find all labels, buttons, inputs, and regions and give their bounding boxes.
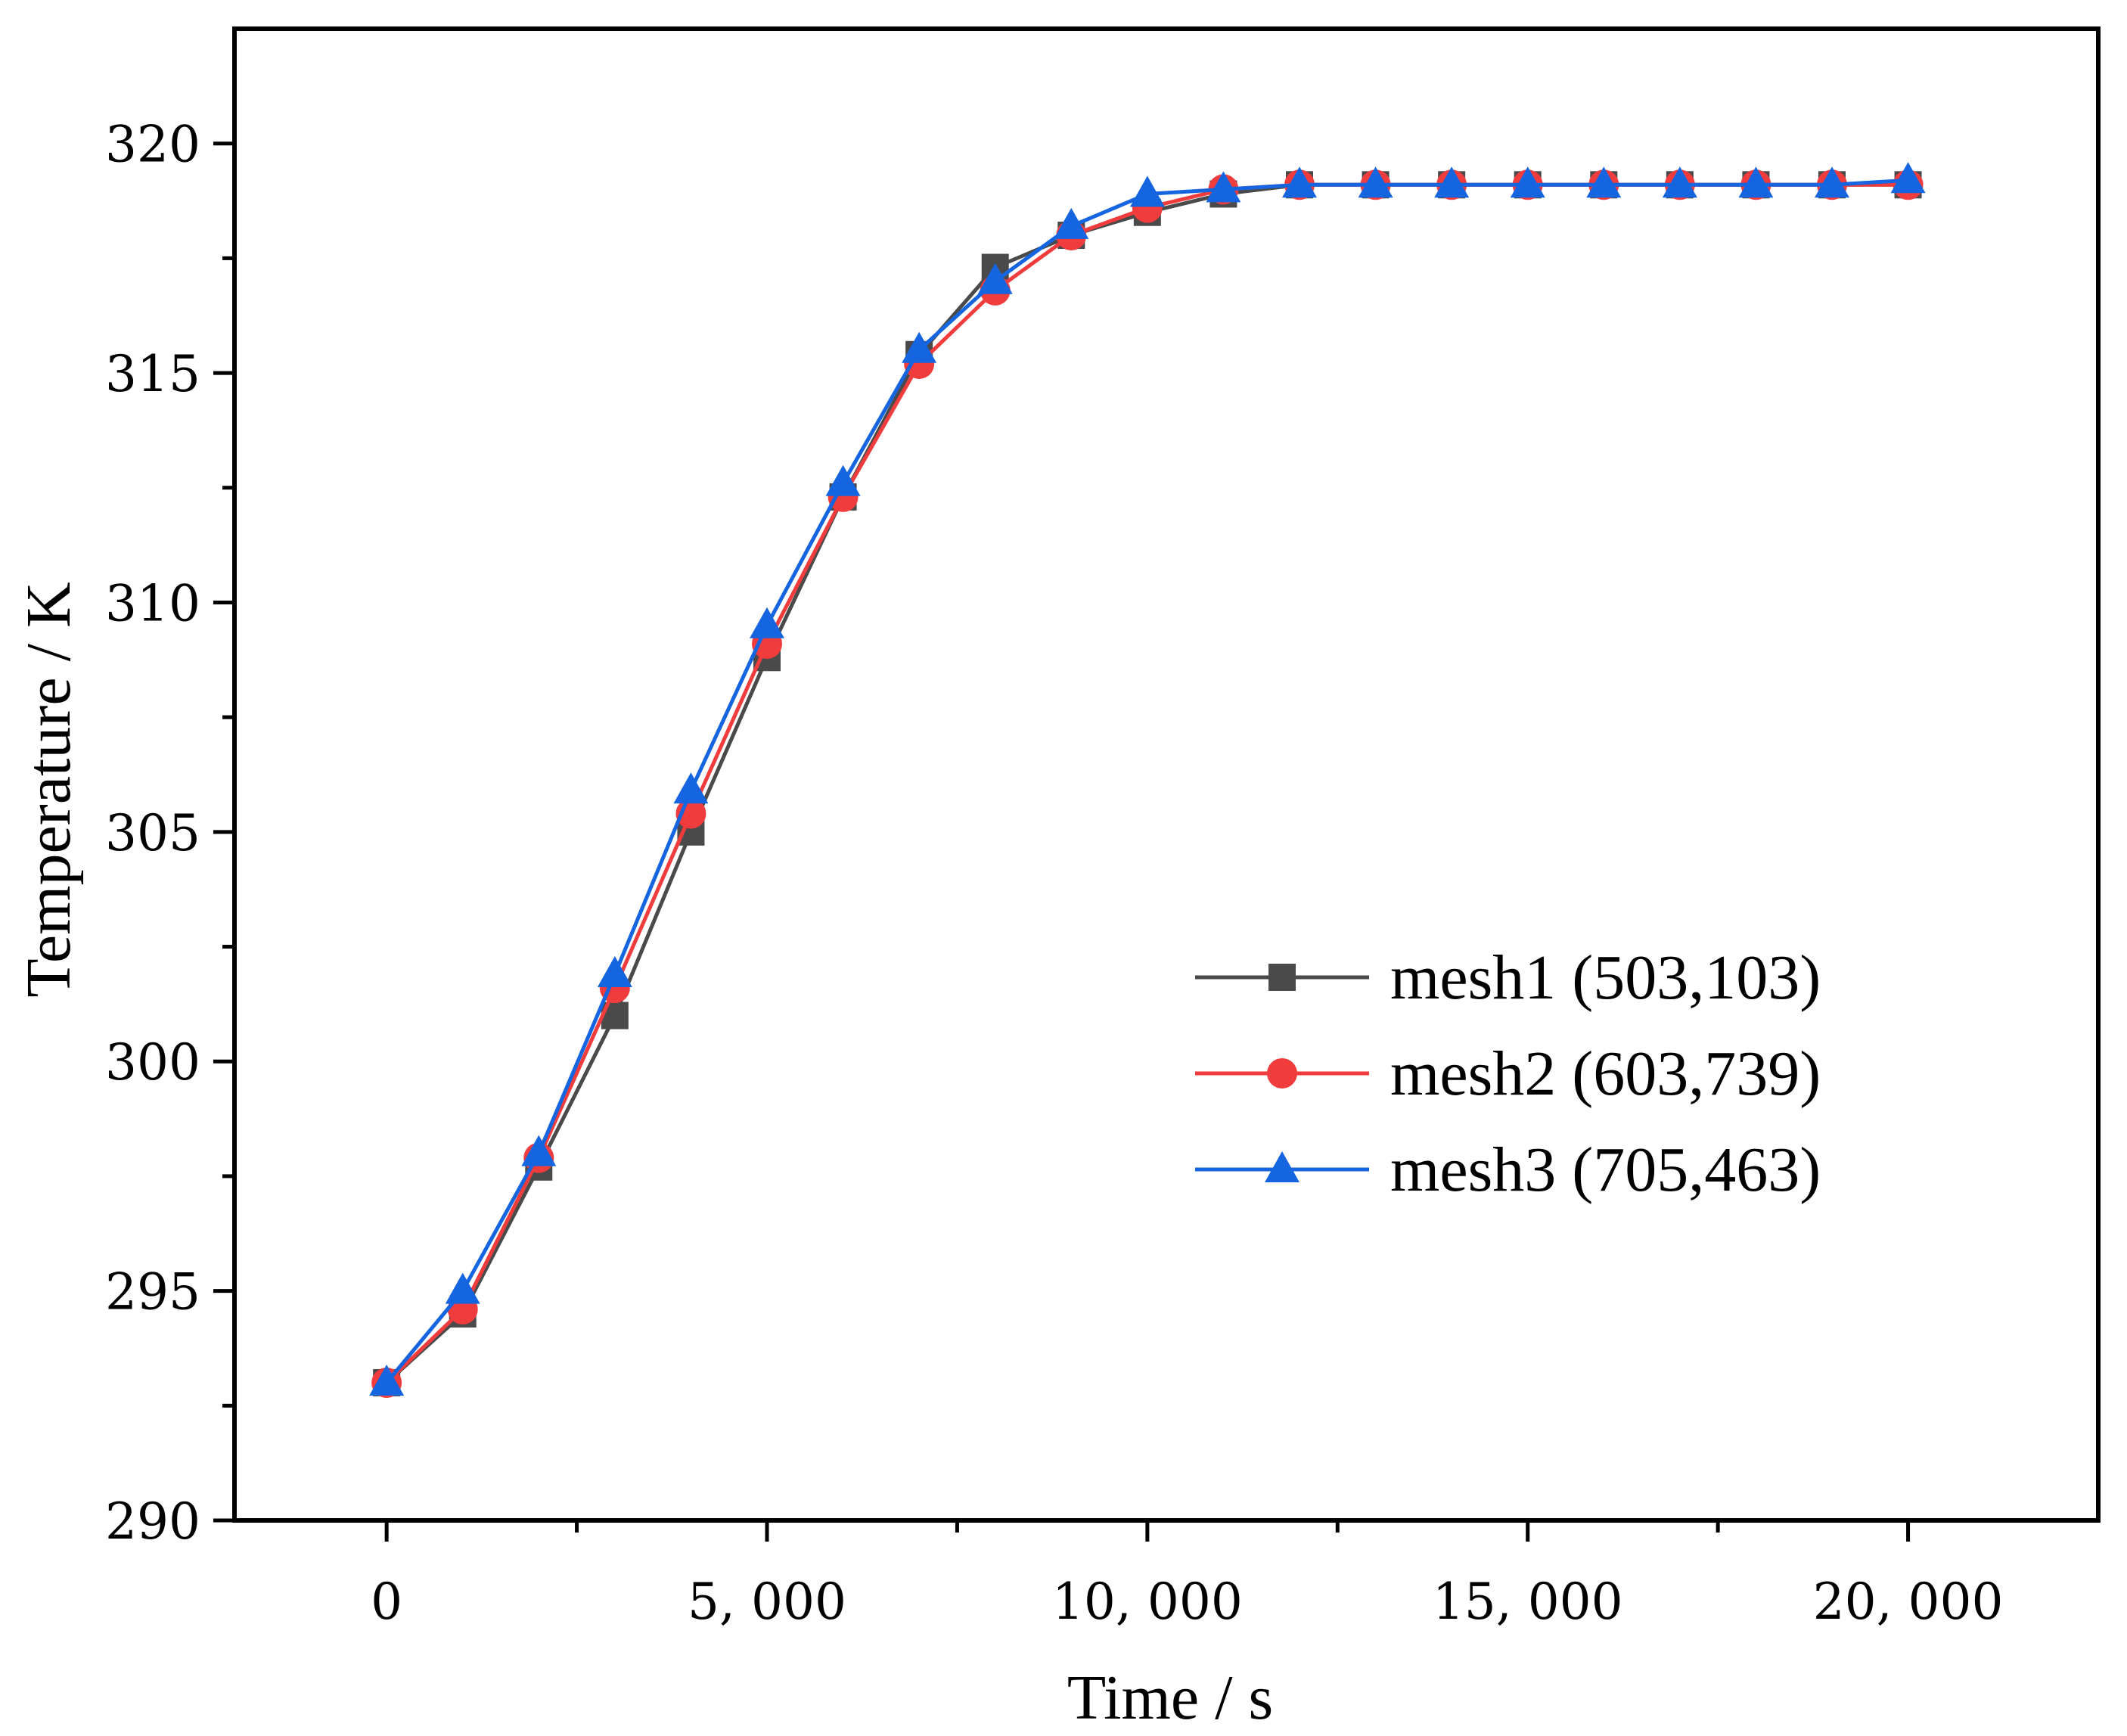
y-tick-label: 310 [105,574,200,632]
plot-layer [369,162,1926,1398]
data-point-3 [1815,166,1849,198]
legend: mesh1 (503,103) mesh2 (603,739) mesh3 (705… [1195,943,1821,1205]
data-point-3 [1282,166,1317,198]
y-tick-label: 300 [105,1033,200,1092]
data-point-3 [902,331,937,363]
data-point-3 [1358,166,1393,198]
data-point-3 [597,955,632,987]
legend-label: mesh1 (503,103) [1390,943,1821,1013]
y-tick-label: 320 [105,116,200,174]
data-point-3 [445,1272,480,1304]
series-1 [373,171,1922,1396]
data-point-3 [1206,171,1241,203]
series-3 [369,162,1926,1396]
data-point-3 [825,464,861,496]
data-point-3 [1890,162,1926,194]
data-point-3 [1129,175,1165,207]
data-point-3 [1586,166,1622,198]
y-tick-label: 315 [105,345,200,403]
y-axis-title: Temperature / K [14,582,84,997]
legend-item-1: mesh1 (503,103) [1195,943,1821,1013]
x-tick-label: 15, 000 [1433,1573,1623,1631]
data-point-3 [977,262,1013,294]
legend-label: mesh2 (603,739) [1390,1039,1821,1109]
x-tick-label: 10, 000 [1052,1573,1243,1631]
plot-frame [232,26,2101,1523]
x-tick-label: 20, 000 [1813,1573,2004,1631]
x-tick-label: 0 [371,1573,402,1631]
legend-marker [1268,964,1296,991]
y-tick-label: 290 [105,1492,200,1551]
data-point-3 [1738,166,1774,198]
data-point-3 [1434,166,1470,198]
y-tick-label: 305 [105,804,200,862]
data-point-3 [1662,166,1697,198]
legend-item-2: mesh2 (603,739) [1195,1039,1821,1109]
data-point-3 [1054,207,1089,239]
legend-label: mesh3 (705,463) [1390,1135,1821,1205]
data-point-3 [673,772,709,804]
series-2 [371,169,1924,1398]
axes [232,26,2101,1523]
data-point-3 [369,1364,405,1396]
y-axis-ticks: 290 295 300 305 310 315 320 [105,116,234,1551]
x-axis-ticks: 0 5, 000 10, 000 15, 000 20, 000 [371,1520,2004,1631]
legend-marker [1267,1058,1297,1088]
data-point-3 [521,1135,557,1166]
legend-marker [1265,1151,1299,1182]
legend-item-3: mesh3 (705,463) [1195,1135,1821,1205]
data-point-3 [1510,166,1545,198]
y-tick-label: 295 [105,1263,200,1321]
x-axis-title: Time / s [1067,1663,1273,1733]
data-point-3 [750,607,784,638]
x-tick-label: 5, 000 [688,1573,846,1631]
